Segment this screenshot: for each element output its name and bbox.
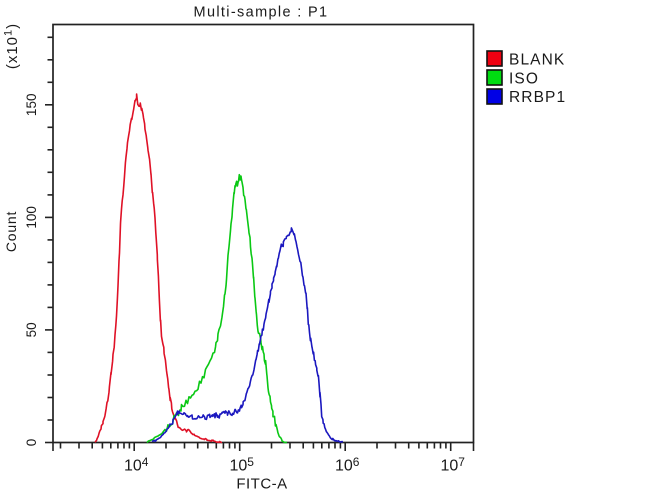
svg-text:ISO: ISO (509, 71, 539, 88)
svg-text:RRBP1: RRBP1 (509, 89, 566, 106)
svg-text:0: 0 (24, 439, 39, 447)
svg-text:Count: Count (3, 211, 19, 252)
svg-text:50: 50 (24, 322, 39, 337)
svg-text:Multi-sample : P1: Multi-sample : P1 (194, 5, 329, 21)
svg-text:(x101): (x101) (3, 23, 22, 69)
svg-text:150: 150 (24, 94, 39, 117)
svg-text:FITC-A: FITC-A (236, 476, 287, 493)
svg-text:100: 100 (24, 206, 39, 229)
svg-text:BLANK: BLANK (509, 52, 565, 69)
